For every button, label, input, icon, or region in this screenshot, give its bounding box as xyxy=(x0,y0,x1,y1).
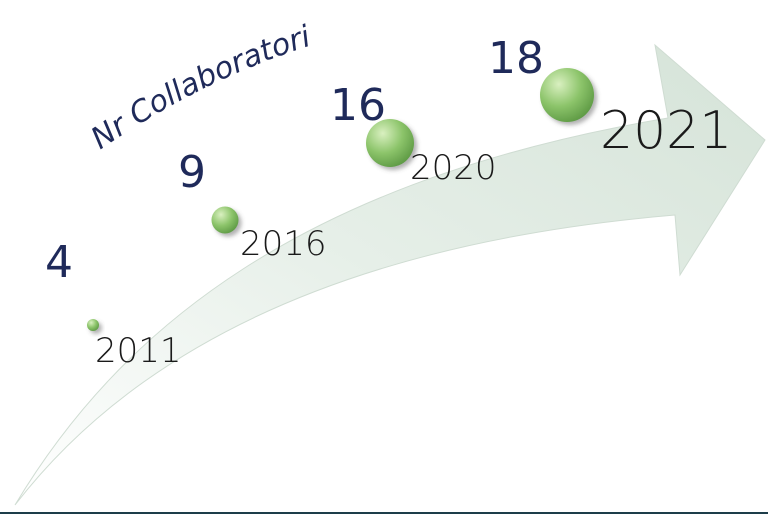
count-label: 4 xyxy=(45,237,73,288)
count-label: 16 xyxy=(330,80,386,131)
milestones: 2011 4 2016 9 2020 16 2021 18 xyxy=(45,33,732,371)
bubble xyxy=(366,119,414,167)
year-label: 2021 xyxy=(600,101,732,161)
year-label: 2016 xyxy=(240,224,327,264)
title-text: Nr Collaboratori xyxy=(85,19,315,156)
bubble xyxy=(540,68,594,122)
count-label: 18 xyxy=(488,33,544,84)
year-label: 2011 xyxy=(95,331,182,371)
bubble xyxy=(211,206,239,234)
year-label: 2020 xyxy=(410,148,497,188)
arrow xyxy=(14,43,766,506)
bottom-rule xyxy=(0,512,768,514)
count-label: 9 xyxy=(178,147,206,198)
bubble xyxy=(87,319,99,331)
title: Nr Collaboratori xyxy=(85,19,315,156)
